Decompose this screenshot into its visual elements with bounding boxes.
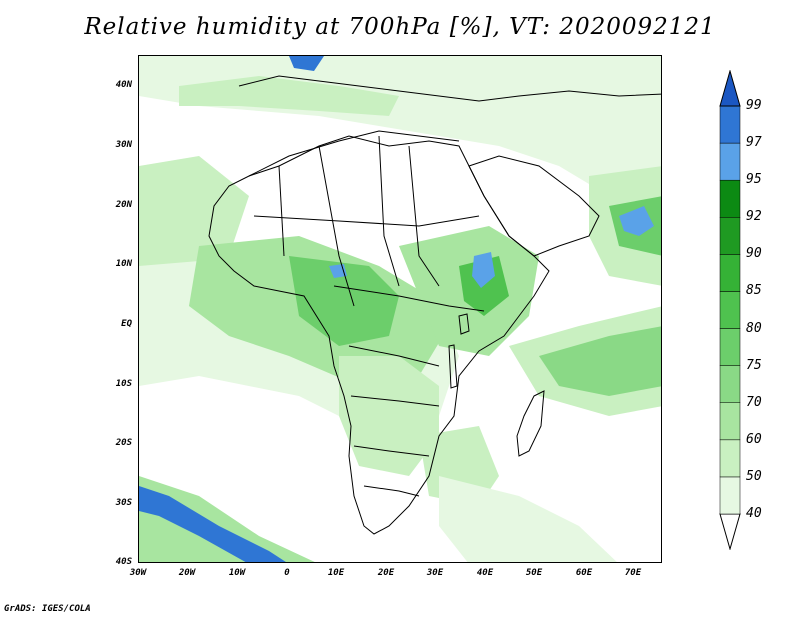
colorbar-segment: [719, 291, 741, 329]
map-canvas: [139, 56, 661, 562]
colorbar-segment: [719, 476, 741, 515]
colorbar-label: 75: [746, 357, 762, 373]
colorbar-segment: [719, 402, 741, 441]
colorbar-segment: [719, 217, 741, 255]
coastline-outline: [208, 75, 661, 535]
colorbar-segment: [719, 513, 741, 550]
colorbar-segment: [719, 328, 741, 366]
lat-label: 40S: [115, 557, 132, 567]
colorbar-segment: [719, 439, 741, 478]
lon-label: 10E: [327, 568, 345, 578]
colorbar-segment: [719, 142, 741, 181]
colorbar-label: 90: [746, 246, 762, 262]
colorbar-segment: [719, 70, 741, 107]
lat-label: 30N: [115, 140, 132, 150]
lat-label: EQ: [121, 319, 132, 329]
colorbar-label: 95: [746, 172, 762, 188]
humidity-field: [139, 56, 661, 562]
lon-label: 10W: [228, 568, 246, 578]
colorbar-label: 60: [746, 431, 762, 447]
colorbar-label: 50: [746, 468, 762, 484]
lon-label: 0: [284, 568, 290, 578]
lat-label: 40N: [115, 80, 132, 90]
colorbar-segment: [719, 254, 741, 292]
lon-label: 20W: [178, 568, 196, 578]
colorbar-label: 85: [746, 283, 762, 299]
lat-label: 10N: [115, 259, 132, 269]
map-panel: [138, 55, 662, 563]
colorbar-label: 97: [746, 135, 762, 151]
colorbar-segment: [719, 105, 741, 144]
colorbar: [719, 70, 741, 550]
lat-label: 10S: [115, 379, 132, 389]
colorbar-label: 80: [746, 320, 762, 336]
lat-label: 20N: [115, 200, 132, 210]
colorbar-label: 70: [746, 394, 762, 410]
lon-label: 40E: [476, 568, 494, 578]
colorbar-label: 99: [746, 98, 762, 113]
lon-label: 60E: [575, 568, 593, 578]
lon-label: 20E: [377, 568, 395, 578]
colorbar-segment: [719, 365, 741, 403]
lon-label: 30E: [426, 568, 444, 578]
grads-credit: GrADS: IGES/COLA: [4, 604, 91, 614]
lon-label: 70E: [624, 568, 642, 578]
lat-label: 20S: [115, 438, 132, 448]
lat-label: 30S: [115, 498, 132, 508]
colorbar-label: 40: [746, 506, 762, 521]
lon-label: 30W: [129, 568, 147, 578]
colorbar-label: 92: [746, 209, 762, 225]
colorbar-segment: [719, 179, 741, 218]
map-title: Relative humidity at 700hPa [%], VT: 202…: [84, 14, 716, 40]
lon-label: 50E: [525, 568, 543, 578]
